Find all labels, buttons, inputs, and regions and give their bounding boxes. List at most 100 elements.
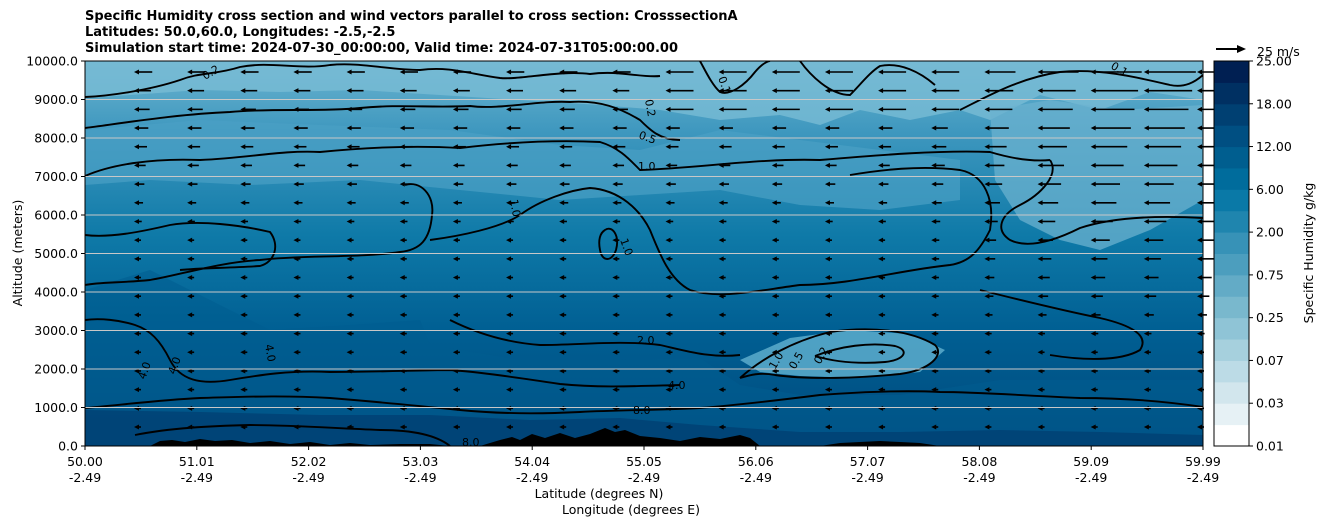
contour-0.2-pocket bbox=[814, 343, 905, 364]
wind-vector-head bbox=[293, 237, 299, 243]
wind-vector-head bbox=[559, 69, 565, 75]
wind-vector-head bbox=[399, 331, 405, 337]
wind-vector-head bbox=[1143, 424, 1149, 430]
colorbar-segment bbox=[1214, 232, 1249, 254]
wind-vector-head bbox=[718, 144, 724, 150]
wind-vector-head bbox=[1197, 200, 1202, 206]
wind-vector-head bbox=[399, 162, 405, 168]
wind-vector-head bbox=[187, 88, 193, 94]
wind-vector-head bbox=[506, 387, 512, 393]
wind-vector-head bbox=[559, 144, 565, 150]
x-tick-label-lat: 59.99 bbox=[1185, 454, 1221, 469]
wind-vector-head bbox=[931, 106, 937, 112]
wind-vector-head bbox=[718, 200, 724, 206]
wind-vector-head bbox=[559, 349, 565, 355]
wind-vector-head bbox=[559, 88, 565, 94]
y-axis-ticks: 0.0 1000.0 2000.0 3000.0 4000.0 5000.0 6000.0 7… bbox=[26, 54, 85, 454]
wind-vector-head bbox=[771, 181, 777, 187]
wind-vector-head bbox=[1143, 256, 1149, 262]
contour-label-1.0c: 1.0 bbox=[617, 237, 635, 258]
wind-vector-head bbox=[665, 331, 671, 337]
wind-vector-head bbox=[559, 275, 565, 281]
wind-vector-head bbox=[984, 144, 990, 150]
contour-label-0.5a: 0.5 bbox=[637, 129, 658, 147]
wind-vector-head bbox=[771, 387, 777, 393]
wind-vector-head bbox=[240, 387, 246, 393]
wind-vector-head bbox=[559, 106, 565, 112]
gridlines bbox=[85, 99, 1203, 408]
wind-vector-head bbox=[559, 424, 565, 430]
wind-vector-head bbox=[1037, 69, 1043, 75]
wind-vector-head bbox=[931, 349, 937, 355]
wind-vector-head bbox=[506, 349, 512, 355]
wind-vector-head bbox=[399, 293, 405, 299]
wind-vector-head bbox=[1037, 256, 1043, 262]
wind-vector-head bbox=[1197, 331, 1202, 337]
wind-vector-head bbox=[612, 106, 618, 112]
wind-vector-head bbox=[824, 218, 830, 224]
wind-vector-head bbox=[824, 293, 830, 299]
wind-vector-head bbox=[134, 106, 139, 112]
wind-vector-head bbox=[931, 88, 937, 94]
wind-vector-head bbox=[506, 256, 512, 262]
wind-vector-head bbox=[824, 237, 830, 243]
wind-vector-head bbox=[293, 424, 299, 430]
wind-vector-head bbox=[346, 256, 352, 262]
wind-vector-head bbox=[612, 312, 618, 318]
wind-vector-head bbox=[187, 69, 193, 75]
colorbar-segment bbox=[1214, 296, 1249, 319]
wind-vector-head bbox=[1143, 125, 1149, 131]
wind-vector-head bbox=[399, 256, 405, 262]
wind-vector-head bbox=[1037, 349, 1043, 355]
wind-vector-head bbox=[399, 106, 405, 112]
wind-vector-head bbox=[506, 69, 512, 75]
wind-vector-head bbox=[824, 125, 830, 131]
x-tick-label-lat: 57.07 bbox=[850, 454, 886, 469]
colorbar-segment bbox=[1214, 61, 1249, 83]
wind-vector-head bbox=[771, 368, 777, 374]
contour-label-4.0c: 4.0 bbox=[166, 355, 184, 376]
wind-vector-head bbox=[718, 387, 724, 393]
wind-vector-head bbox=[134, 218, 139, 224]
wind-vector-head bbox=[665, 275, 671, 281]
wind-vector-head bbox=[134, 181, 139, 187]
wind-vector-head bbox=[187, 368, 193, 374]
wind-vector-head bbox=[771, 88, 777, 94]
wind-vector-head bbox=[1143, 162, 1149, 168]
wind-vector-head bbox=[1037, 331, 1043, 337]
wind-vector-head bbox=[1037, 275, 1043, 281]
wind-vector-head bbox=[824, 88, 830, 94]
wind-vector-head bbox=[984, 88, 990, 94]
wind-vector-head bbox=[1090, 69, 1096, 75]
wind-vector-head bbox=[452, 125, 458, 131]
wind-vector-head bbox=[665, 181, 671, 187]
y-tick-label: 3000.0 bbox=[34, 323, 78, 338]
wind-vector-head bbox=[293, 144, 299, 150]
contour-label-8.0b: 8.0 bbox=[462, 436, 480, 449]
wind-vector-head bbox=[452, 293, 458, 299]
wind-vector-head bbox=[1143, 275, 1149, 281]
contour-0.5 bbox=[85, 100, 681, 141]
wind-vector-head bbox=[134, 331, 139, 337]
wind-vector-head bbox=[878, 331, 884, 337]
colorbar-tick-label: 6.00 bbox=[1256, 182, 1284, 197]
wind-vector-head bbox=[346, 312, 352, 318]
wind-vector-head bbox=[293, 293, 299, 299]
wind-vector-head bbox=[931, 312, 937, 318]
wind-vector-head bbox=[506, 331, 512, 337]
wind-vector-head bbox=[665, 162, 671, 168]
colorbar-segment bbox=[1214, 189, 1249, 212]
wind-vector-head bbox=[559, 256, 565, 262]
wind-vector-head bbox=[187, 312, 193, 318]
wind-vector-head bbox=[187, 331, 193, 337]
contour-2.0-low bbox=[449, 319, 741, 357]
wind-vector-head bbox=[187, 349, 193, 355]
wind-vector-head bbox=[984, 125, 990, 131]
wind-vector-head bbox=[559, 237, 565, 243]
wind-vector-head bbox=[452, 144, 458, 150]
contour-8.0-low bbox=[134, 424, 451, 446]
colorbar-segment bbox=[1214, 253, 1249, 276]
wind-vector-head bbox=[984, 293, 990, 299]
contour-4.0 bbox=[85, 318, 681, 388]
wind-vector-head bbox=[665, 387, 671, 393]
